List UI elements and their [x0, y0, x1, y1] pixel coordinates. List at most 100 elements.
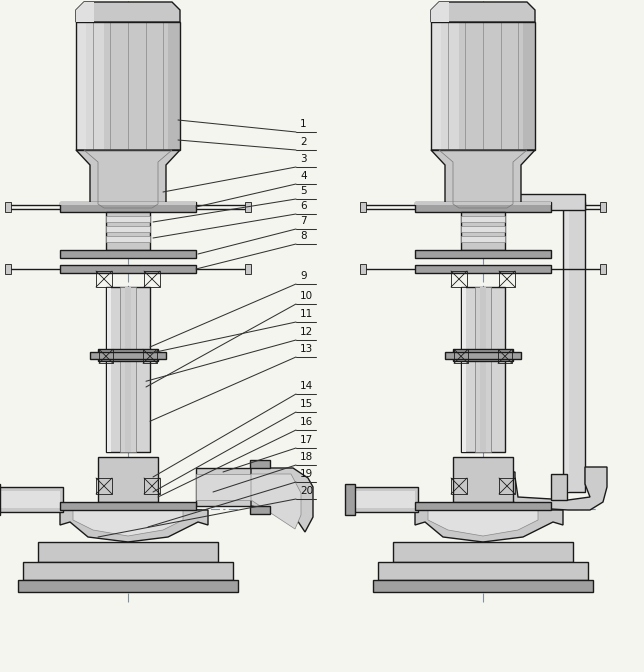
Bar	[453, 457, 513, 502]
Bar	[499, 271, 515, 287]
Text: 10: 10	[300, 291, 313, 301]
Polygon shape	[251, 468, 313, 532]
Bar	[345, 484, 355, 515]
Bar	[60, 250, 196, 258]
Bar	[431, 22, 441, 150]
Bar	[415, 250, 551, 258]
Bar	[5, 264, 11, 274]
Bar	[441, 22, 459, 150]
Bar	[245, 202, 251, 212]
Bar	[98, 349, 158, 362]
Bar	[353, 487, 418, 512]
Bar	[38, 542, 218, 562]
Bar	[462, 287, 466, 452]
Text: 18: 18	[300, 452, 313, 462]
Text: 11: 11	[300, 309, 313, 319]
Bar	[415, 502, 551, 510]
Bar	[96, 478, 112, 494]
Bar	[600, 264, 606, 274]
Polygon shape	[73, 510, 183, 536]
Bar	[107, 287, 111, 452]
Text: 8: 8	[300, 231, 307, 241]
Polygon shape	[505, 467, 607, 510]
Text: 17: 17	[300, 435, 313, 445]
Text: 12: 12	[300, 327, 313, 337]
Bar	[461, 216, 505, 222]
Bar	[565, 202, 569, 492]
Bar	[99, 349, 113, 364]
Text: 14: 14	[300, 381, 313, 391]
Bar	[125, 287, 131, 452]
Text: 6: 6	[300, 201, 307, 211]
Bar	[0, 491, 60, 508]
Bar	[451, 271, 467, 287]
Bar	[461, 287, 505, 452]
Bar	[120, 287, 136, 452]
Bar	[168, 22, 180, 150]
Bar	[461, 236, 505, 242]
Bar	[90, 352, 166, 360]
Text: 4: 4	[300, 171, 307, 181]
Bar	[475, 287, 491, 452]
Bar	[505, 194, 585, 210]
Bar	[445, 352, 521, 360]
Polygon shape	[76, 150, 180, 212]
Bar	[415, 265, 551, 273]
Bar	[523, 22, 535, 150]
Bar	[60, 202, 196, 205]
Bar	[451, 478, 467, 494]
Bar	[360, 202, 366, 212]
Bar	[144, 271, 160, 287]
Bar	[76, 22, 180, 150]
Polygon shape	[76, 2, 94, 22]
Text: 7: 7	[300, 216, 307, 226]
Polygon shape	[60, 510, 208, 542]
Bar	[480, 287, 486, 452]
Bar	[498, 349, 512, 364]
Bar	[18, 580, 238, 592]
Bar	[106, 236, 150, 242]
Polygon shape	[415, 510, 563, 542]
Bar	[245, 264, 251, 274]
Bar	[0, 487, 63, 512]
Bar	[431, 22, 535, 150]
Bar	[86, 22, 104, 150]
Bar	[106, 226, 150, 232]
Polygon shape	[251, 474, 301, 529]
Bar	[106, 216, 150, 222]
Polygon shape	[431, 150, 535, 212]
Bar	[431, 22, 535, 150]
Bar	[60, 202, 196, 212]
Bar	[196, 474, 251, 500]
Bar	[106, 287, 150, 452]
Bar	[378, 562, 588, 580]
Bar	[461, 212, 505, 250]
Text: 2: 2	[300, 137, 307, 147]
Bar	[60, 502, 196, 510]
Text: 20: 20	[300, 486, 313, 496]
Bar	[454, 349, 468, 364]
Text: 19: 19	[300, 469, 313, 479]
Bar	[600, 202, 606, 212]
Bar	[415, 202, 551, 212]
Bar	[393, 542, 573, 562]
Text: 15: 15	[300, 399, 313, 409]
Bar	[250, 506, 270, 514]
Bar	[98, 457, 158, 502]
Bar	[96, 271, 112, 287]
Bar	[106, 212, 150, 250]
Bar	[76, 22, 86, 150]
Polygon shape	[431, 2, 535, 22]
Text: 13: 13	[300, 344, 313, 354]
Polygon shape	[431, 2, 449, 22]
Bar	[5, 202, 11, 212]
Text: 5: 5	[300, 186, 307, 196]
Text: 9: 9	[300, 271, 307, 281]
Bar	[551, 474, 567, 500]
Text: 1: 1	[300, 119, 307, 129]
Bar	[563, 202, 585, 492]
Polygon shape	[428, 510, 538, 536]
Bar	[415, 202, 551, 205]
Bar	[355, 491, 415, 508]
Bar	[143, 349, 157, 364]
